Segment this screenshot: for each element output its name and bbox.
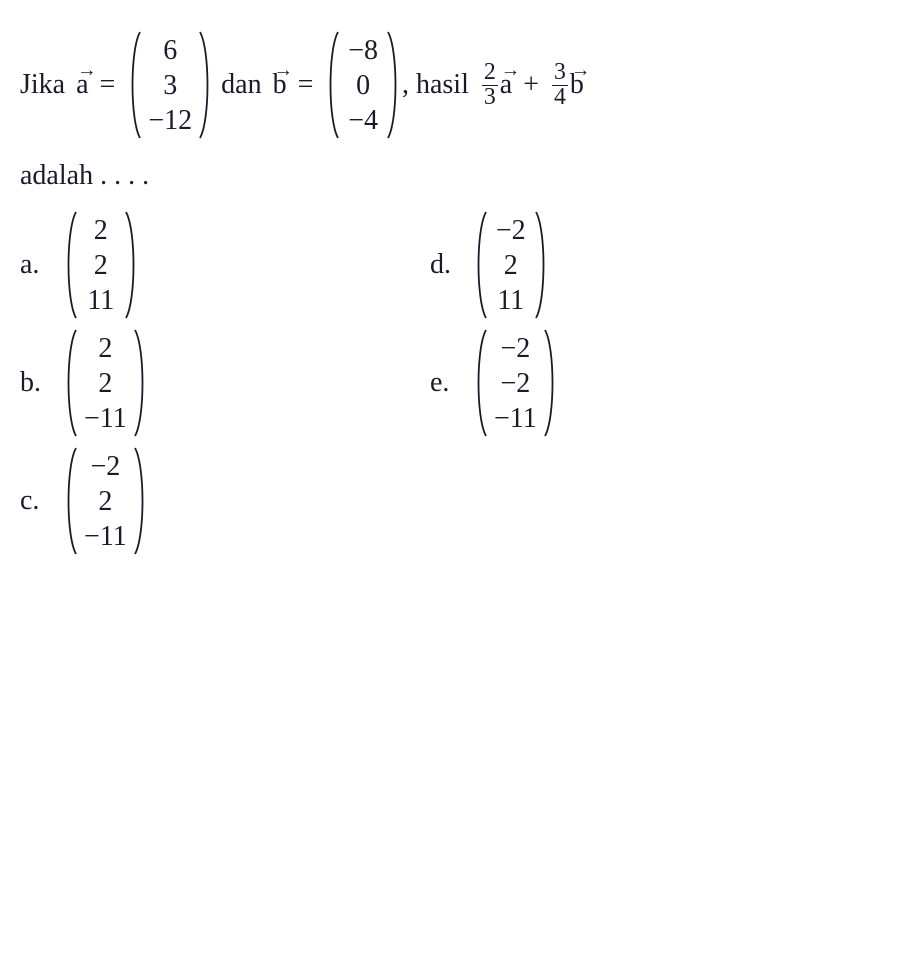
vec-entry: −11 [84,519,127,554]
vec-entry: −8 [346,33,380,68]
rparen-icon [543,328,557,438]
option-c[interactable]: c. −2 2 −11 [20,446,420,556]
rparen-icon [386,30,400,140]
vector-arrow-icon: → [274,60,294,82]
rparen-icon [198,30,212,140]
option-vector: −2 −2 −11 [474,328,557,438]
option-label: b. [20,367,62,399]
answer-options: a. 2 2 11 d. −2 2 11 [20,210,895,556]
fraction-2-3: 2 3 [482,61,498,110]
option-label: c. [20,485,62,517]
option-vector: 2 2 11 [64,210,138,320]
rparen-icon [133,328,147,438]
text-adalah: adalah . . . . [20,160,895,192]
plus-sign: + [516,69,546,101]
vector-b-symbol: → b [273,69,287,101]
lparen-icon [326,30,340,140]
text-dan: dan [214,69,268,101]
math-problem: Jika → a = 6 3 −12 dan → b = −8 0 [20,30,895,556]
vec-entry: −2 [89,449,123,484]
vec-entry: 3 [153,68,187,103]
vec-entry: −2 [499,366,533,401]
vector-a-entries: 6 3 −12 [142,31,198,140]
vec-entry: 11 [84,283,118,318]
option-label: a. [20,249,62,281]
vector-a-value: 6 3 −12 [128,30,212,140]
vec-entry: 2 [84,248,118,283]
option-e[interactable]: e. −2 −2 −11 [430,328,830,438]
option-vector-entries: 2 2 −11 [78,329,133,438]
vec-entry: −4 [346,103,380,138]
vec-entry: −12 [148,103,192,138]
option-d[interactable]: d. −2 2 11 [430,210,830,320]
vec-entry: −11 [84,401,127,436]
vector-b-symbol-expr: → b [570,69,584,101]
option-b[interactable]: b. 2 2 −11 [20,328,420,438]
lparen-icon [64,446,78,556]
vector-arrow-icon: → [501,60,521,82]
equals-sign: = [291,69,321,101]
option-vector: −2 2 11 [474,210,548,320]
frac-den: 3 [482,85,498,110]
option-label: e. [430,367,472,399]
vector-a-symbol-expr: → a [500,69,512,101]
option-vector: 2 2 −11 [64,328,147,438]
vector-b-entries: −8 0 −4 [340,31,386,140]
vec-entry: 2 [89,331,123,366]
vector-arrow-icon: → [77,60,97,82]
vec-entry: −2 [494,213,528,248]
vec-entry: 2 [89,366,123,401]
lparen-icon [474,210,488,320]
lparen-icon [128,30,142,140]
lparen-icon [64,210,78,320]
vector-a-symbol: → a [76,69,88,101]
vector-arrow-icon: → [571,60,591,82]
vec-entry: −2 [499,331,533,366]
text-jika: Jika [20,69,72,101]
frac-num: 2 [482,61,498,85]
option-vector-entries: −2 −2 −11 [488,329,543,438]
lparen-icon [474,328,488,438]
vec-entry: 2 [494,248,528,283]
option-label: d. [430,249,472,281]
fraction-3-4: 3 4 [552,61,568,110]
option-vector-entries: 2 2 11 [78,211,124,320]
text-hasil: , hasil [402,69,476,101]
option-a[interactable]: a. 2 2 11 [20,210,420,320]
option-vector-entries: −2 2 −11 [78,447,133,556]
option-vector: −2 2 −11 [64,446,147,556]
vec-entry: 2 [89,484,123,519]
option-vector-entries: −2 2 11 [488,211,534,320]
frac-den: 4 [552,85,568,110]
rparen-icon [124,210,138,320]
equals-sign: = [93,69,123,101]
vec-entry: −11 [494,401,537,436]
vector-b-value: −8 0 −4 [326,30,400,140]
vec-entry: 2 [84,213,118,248]
lparen-icon [64,328,78,438]
question-line-1: Jika → a = 6 3 −12 dan → b = −8 0 [20,30,895,140]
vec-entry: 0 [346,68,380,103]
rparen-icon [534,210,548,320]
vec-entry: 11 [494,283,528,318]
vec-entry: 6 [153,33,187,68]
frac-num: 3 [552,61,568,85]
rparen-icon [133,446,147,556]
